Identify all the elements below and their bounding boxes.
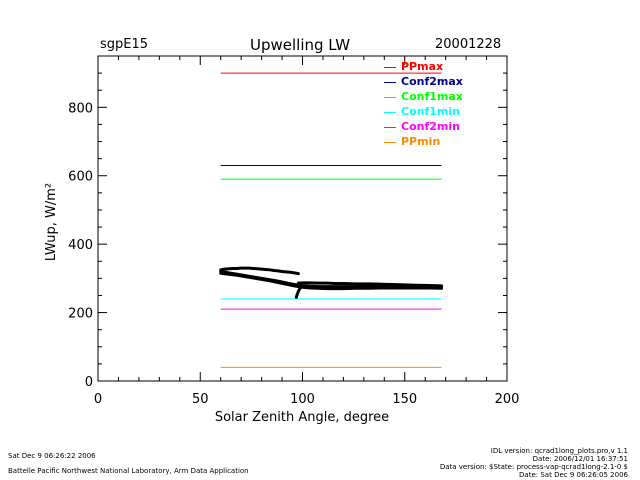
legend-label: Conf1max	[401, 90, 463, 103]
footer-idl-version: IDL version: qcrad1long_plots.pro,v 1.1	[490, 447, 628, 455]
legend-swatch	[384, 111, 396, 113]
legend-label: PPmin	[401, 135, 441, 148]
y-tick-label: 600	[68, 170, 93, 185]
x-tick-label: 150	[392, 392, 417, 407]
legend-label: Conf2min	[401, 120, 460, 133]
x-tick-label: 50	[192, 392, 209, 407]
legend-entry-conf1min: Conf1min	[384, 105, 460, 118]
legend-entry-conf2min: Conf2min	[384, 120, 460, 133]
x-tick-label: 0	[94, 392, 102, 407]
axis-tick-labels: 0 50 100 150 200 0 200 400 600 800	[68, 101, 519, 407]
legend-swatch	[384, 141, 396, 143]
legend-swatch	[384, 126, 396, 128]
observed-trace	[296, 281, 444, 288]
x-axis-label: Solar Zenith Angle, degree	[215, 410, 389, 425]
threshold-lines	[220, 72, 442, 368]
y-axis-label: LWup, W/m²	[44, 183, 59, 261]
observed-trace	[294, 286, 302, 299]
legend-swatch	[384, 66, 396, 68]
date-label: 20001228	[435, 37, 502, 52]
legend-entry-conf2max: Conf2max	[384, 75, 463, 88]
x-tick-label: 100	[290, 392, 315, 407]
legend-swatch	[384, 81, 396, 83]
y-tick-label: 800	[68, 101, 93, 116]
footer-institution: Battelle Pacific Northwest National Labo…	[8, 467, 249, 475]
observed-trace	[219, 270, 444, 289]
chart-title: Upwelling LW	[250, 36, 351, 54]
axis-ticks	[97, 55, 508, 382]
footer-idl-date: Date: 2006/12/01 16:37:51	[532, 455, 628, 463]
legend-entry-ppmax: PPmax	[384, 60, 443, 73]
observed-data	[219, 266, 444, 299]
y-tick-label: 400	[68, 238, 93, 253]
observed-trace	[219, 266, 300, 276]
legend-swatch	[384, 96, 396, 98]
y-tick-label: 200	[68, 307, 93, 322]
legend-entry-conf1max: Conf1max	[384, 90, 463, 103]
footer-data-version: Data version: $State: process-vap-qcrad1…	[439, 463, 628, 471]
legend-label: PPmax	[401, 60, 444, 73]
site-label: sgpE15	[100, 37, 149, 52]
y-tick-label: 0	[85, 375, 93, 390]
footer-data-date: Date: Sat Dec 9 06:26:05 2006	[519, 471, 628, 479]
legend-entry-ppmin: PPmin	[384, 135, 440, 148]
legend-label: Conf1min	[401, 105, 460, 118]
footer-timestamp: Sat Dec 9 06:26:22 2006	[8, 452, 96, 460]
x-tick-label: 200	[495, 392, 520, 407]
legend-label: Conf2max	[401, 75, 463, 88]
